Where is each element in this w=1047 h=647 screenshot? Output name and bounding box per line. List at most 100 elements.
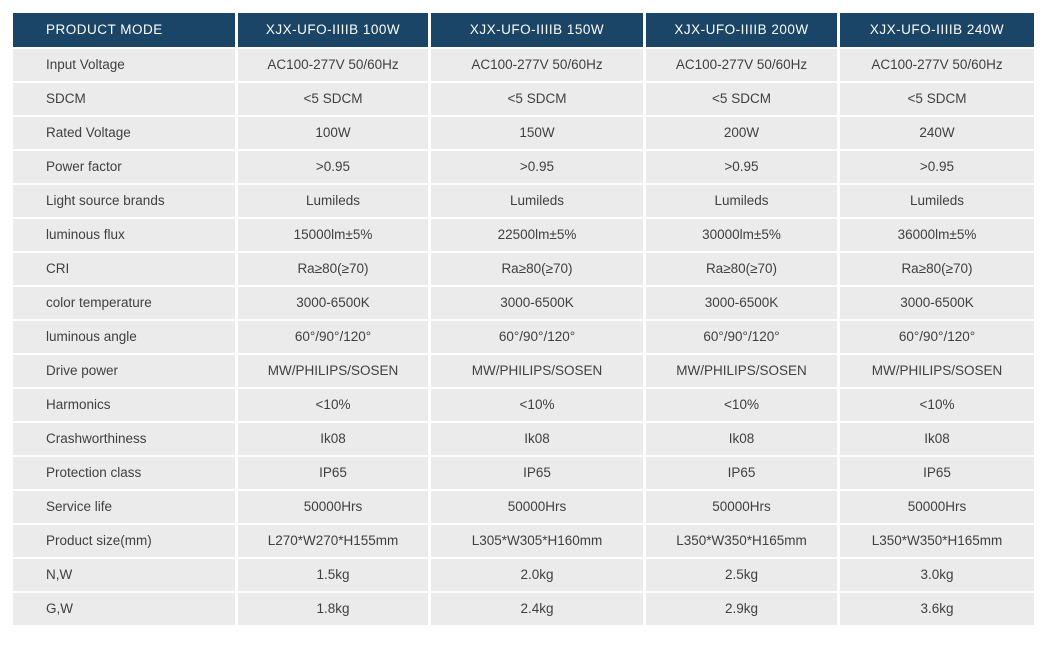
table-row: Power factor >0.95 >0.95 >0.95 >0.95 bbox=[13, 151, 1034, 183]
row-value: L305*W305*H160mm bbox=[431, 525, 643, 557]
row-value: 3000-6500K bbox=[840, 287, 1034, 319]
row-value: >0.95 bbox=[646, 151, 837, 183]
row-value: 200W bbox=[646, 117, 837, 149]
row-value: 60°/90°/120° bbox=[840, 321, 1034, 353]
row-value: 1.8kg bbox=[238, 593, 428, 625]
row-value: 3.0kg bbox=[840, 559, 1034, 591]
row-value: 50000Hrs bbox=[646, 491, 837, 523]
row-value: Lumileds bbox=[238, 185, 428, 217]
header-model-150w: XJX-UFO-IIIIB 150W bbox=[431, 13, 643, 47]
row-label: Protection class bbox=[13, 457, 235, 489]
row-value: AC100-277V 50/60Hz bbox=[646, 49, 837, 81]
row-value: 1.5kg bbox=[238, 559, 428, 591]
row-value: MW/PHILIPS/SOSEN bbox=[646, 355, 837, 387]
header-model-100w: XJX-UFO-IIIIB 100W bbox=[238, 13, 428, 47]
row-value: <5 SDCM bbox=[431, 83, 643, 115]
row-value: 60°/90°/120° bbox=[431, 321, 643, 353]
table-row: Light source brands Lumileds Lumileds Lu… bbox=[13, 185, 1034, 217]
row-value: 3000-6500K bbox=[431, 287, 643, 319]
row-value: 3000-6500K bbox=[238, 287, 428, 319]
row-value: <10% bbox=[840, 389, 1034, 421]
row-value: MW/PHILIPS/SOSEN bbox=[238, 355, 428, 387]
table-row: color temperature 3000-6500K 3000-6500K … bbox=[13, 287, 1034, 319]
header-model-240w: XJX-UFO-IIIIB 240W bbox=[840, 13, 1034, 47]
row-label: Light source brands bbox=[13, 185, 235, 217]
row-value: Lumileds bbox=[431, 185, 643, 217]
row-value: AC100-277V 50/60Hz bbox=[840, 49, 1034, 81]
table-row: luminous flux 15000lm±5% 22500lm±5% 3000… bbox=[13, 219, 1034, 251]
row-label: Input Voltage bbox=[13, 49, 235, 81]
table-row: Crashworthiness Ik08 Ik08 Ik08 Ik08 bbox=[13, 423, 1034, 455]
row-value: Ra≥80(≥70) bbox=[238, 253, 428, 285]
row-label: luminous flux bbox=[13, 219, 235, 251]
row-value: 100W bbox=[238, 117, 428, 149]
table-row: CRI Ra≥80(≥70) Ra≥80(≥70) Ra≥80(≥70) Ra≥… bbox=[13, 253, 1034, 285]
row-label: Harmonics bbox=[13, 389, 235, 421]
row-value: 60°/90°/120° bbox=[238, 321, 428, 353]
row-value: 50000Hrs bbox=[840, 491, 1034, 523]
row-value: IP65 bbox=[840, 457, 1034, 489]
row-value: 2.9kg bbox=[646, 593, 837, 625]
row-value: <10% bbox=[431, 389, 643, 421]
row-value: 50000Hrs bbox=[238, 491, 428, 523]
row-value: 60°/90°/120° bbox=[646, 321, 837, 353]
row-value: Lumileds bbox=[840, 185, 1034, 217]
row-label: SDCM bbox=[13, 83, 235, 115]
table-row: N,W 1.5kg 2.0kg 2.5kg 3.0kg bbox=[13, 559, 1034, 591]
row-value: >0.95 bbox=[238, 151, 428, 183]
table-row: Harmonics <10% <10% <10% <10% bbox=[13, 389, 1034, 421]
table-row: Protection class IP65 IP65 IP65 IP65 bbox=[13, 457, 1034, 489]
row-value: <5 SDCM bbox=[238, 83, 428, 115]
row-label: Drive power bbox=[13, 355, 235, 387]
table-row: Product size(mm) L270*W270*H155mm L305*W… bbox=[13, 525, 1034, 557]
row-value: Lumileds bbox=[646, 185, 837, 217]
row-value: 36000lm±5% bbox=[840, 219, 1034, 251]
row-value: Ik08 bbox=[238, 423, 428, 455]
row-value: L350*W350*H165mm bbox=[646, 525, 837, 557]
table-row: SDCM <5 SDCM <5 SDCM <5 SDCM <5 SDCM bbox=[13, 83, 1034, 115]
row-value: MW/PHILIPS/SOSEN bbox=[840, 355, 1034, 387]
row-value: IP65 bbox=[431, 457, 643, 489]
row-value: AC100-277V 50/60Hz bbox=[431, 49, 643, 81]
table-row: Drive power MW/PHILIPS/SOSEN MW/PHILIPS/… bbox=[13, 355, 1034, 387]
row-label: N,W bbox=[13, 559, 235, 591]
row-label: color temperature bbox=[13, 287, 235, 319]
row-label: CRI bbox=[13, 253, 235, 285]
row-label: luminous angle bbox=[13, 321, 235, 353]
row-value: IP65 bbox=[238, 457, 428, 489]
row-value: 30000lm±5% bbox=[646, 219, 837, 251]
row-label: Rated Voltage bbox=[13, 117, 235, 149]
row-value: <10% bbox=[238, 389, 428, 421]
row-value: 3.6kg bbox=[840, 593, 1034, 625]
row-value: L350*W350*H165mm bbox=[840, 525, 1034, 557]
row-value: IP65 bbox=[646, 457, 837, 489]
row-value: 50000Hrs bbox=[431, 491, 643, 523]
table-row: G,W 1.8kg 2.4kg 2.9kg 3.6kg bbox=[13, 593, 1034, 625]
row-value: 2.5kg bbox=[646, 559, 837, 591]
product-spec-table: PRODUCT MODE XJX-UFO-IIIIB 100W XJX-UFO-… bbox=[13, 13, 1034, 625]
row-label: Crashworthiness bbox=[13, 423, 235, 455]
header-product-mode: PRODUCT MODE bbox=[13, 13, 235, 47]
row-value: Ik08 bbox=[840, 423, 1034, 455]
row-label: Product size(mm) bbox=[13, 525, 235, 557]
row-value: 150W bbox=[431, 117, 643, 149]
row-value: Ra≥80(≥70) bbox=[646, 253, 837, 285]
row-value: L270*W270*H155mm bbox=[238, 525, 428, 557]
header-model-200w: XJX-UFO-IIIIB 200W bbox=[646, 13, 837, 47]
row-value: Ik08 bbox=[646, 423, 837, 455]
table-row: Input Voltage AC100-277V 50/60Hz AC100-2… bbox=[13, 49, 1034, 81]
table-row: luminous angle 60°/90°/120° 60°/90°/120°… bbox=[13, 321, 1034, 353]
table-header-row: PRODUCT MODE XJX-UFO-IIIIB 100W XJX-UFO-… bbox=[13, 13, 1034, 47]
row-value: <10% bbox=[646, 389, 837, 421]
row-value: AC100-277V 50/60Hz bbox=[238, 49, 428, 81]
row-value: Ik08 bbox=[431, 423, 643, 455]
row-value: 240W bbox=[840, 117, 1034, 149]
row-value: <5 SDCM bbox=[646, 83, 837, 115]
row-label: Power factor bbox=[13, 151, 235, 183]
row-value: 22500lm±5% bbox=[431, 219, 643, 251]
row-label: Service life bbox=[13, 491, 235, 523]
row-label: G,W bbox=[13, 593, 235, 625]
row-value: <5 SDCM bbox=[840, 83, 1034, 115]
row-value: 3000-6500K bbox=[646, 287, 837, 319]
